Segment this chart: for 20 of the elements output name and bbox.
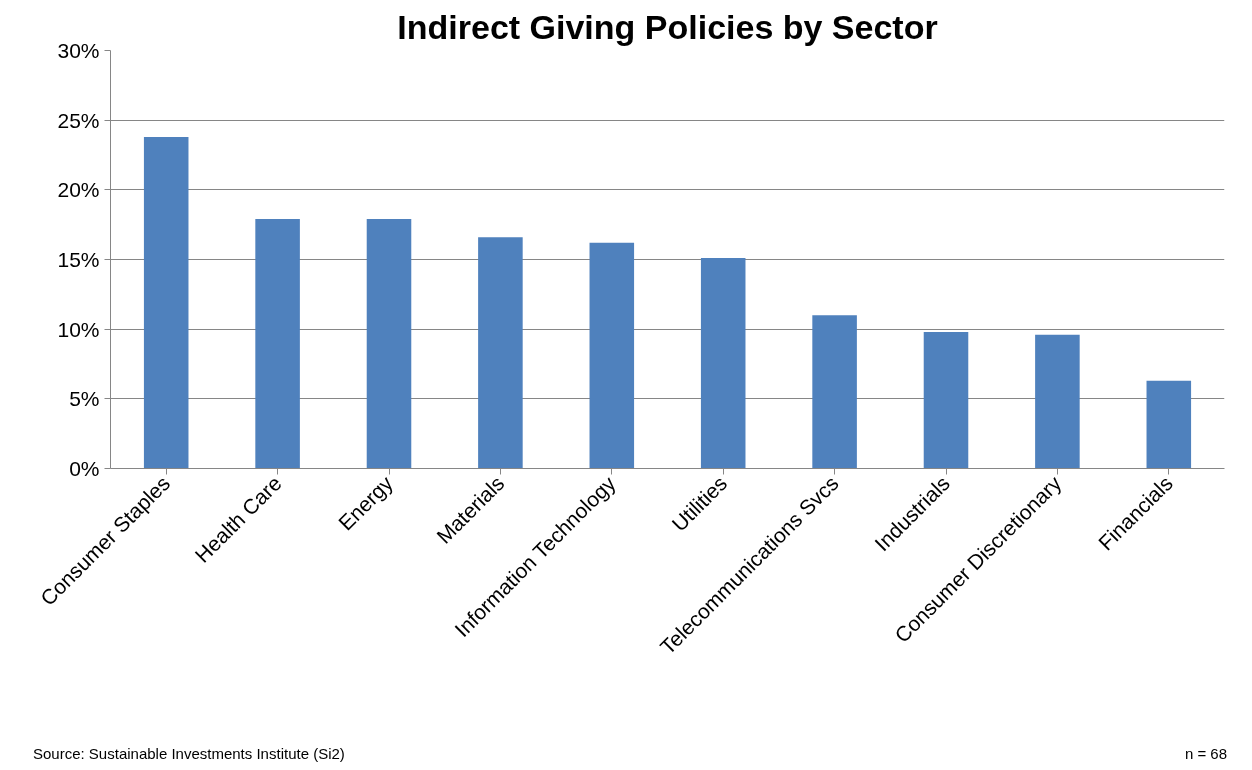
y-tick-label: 20% [57,178,100,202]
y-tick-label: 0% [69,457,100,480]
bar [589,242,635,469]
y-tick-label: 10% [57,317,100,341]
bar [143,136,189,469]
bar [812,315,857,469]
y-tick-label: 5% [69,387,100,411]
bar [700,258,746,469]
y-tick-label: 30% [57,39,100,62]
bar [366,219,412,469]
bar [923,331,969,469]
chart-title: Indirect Giving Policies by Sector [397,7,938,46]
text: n = 68 [1184,744,1227,764]
bar [255,219,300,469]
source-note: Source: Sustainable Investments Institute (Si2) [33,744,345,764]
y-tick-label: 25% [57,108,100,132]
y-tick-label: 15% [57,248,100,271]
bar [478,237,523,469]
bar [1035,334,1080,469]
bar [1146,380,1192,469]
